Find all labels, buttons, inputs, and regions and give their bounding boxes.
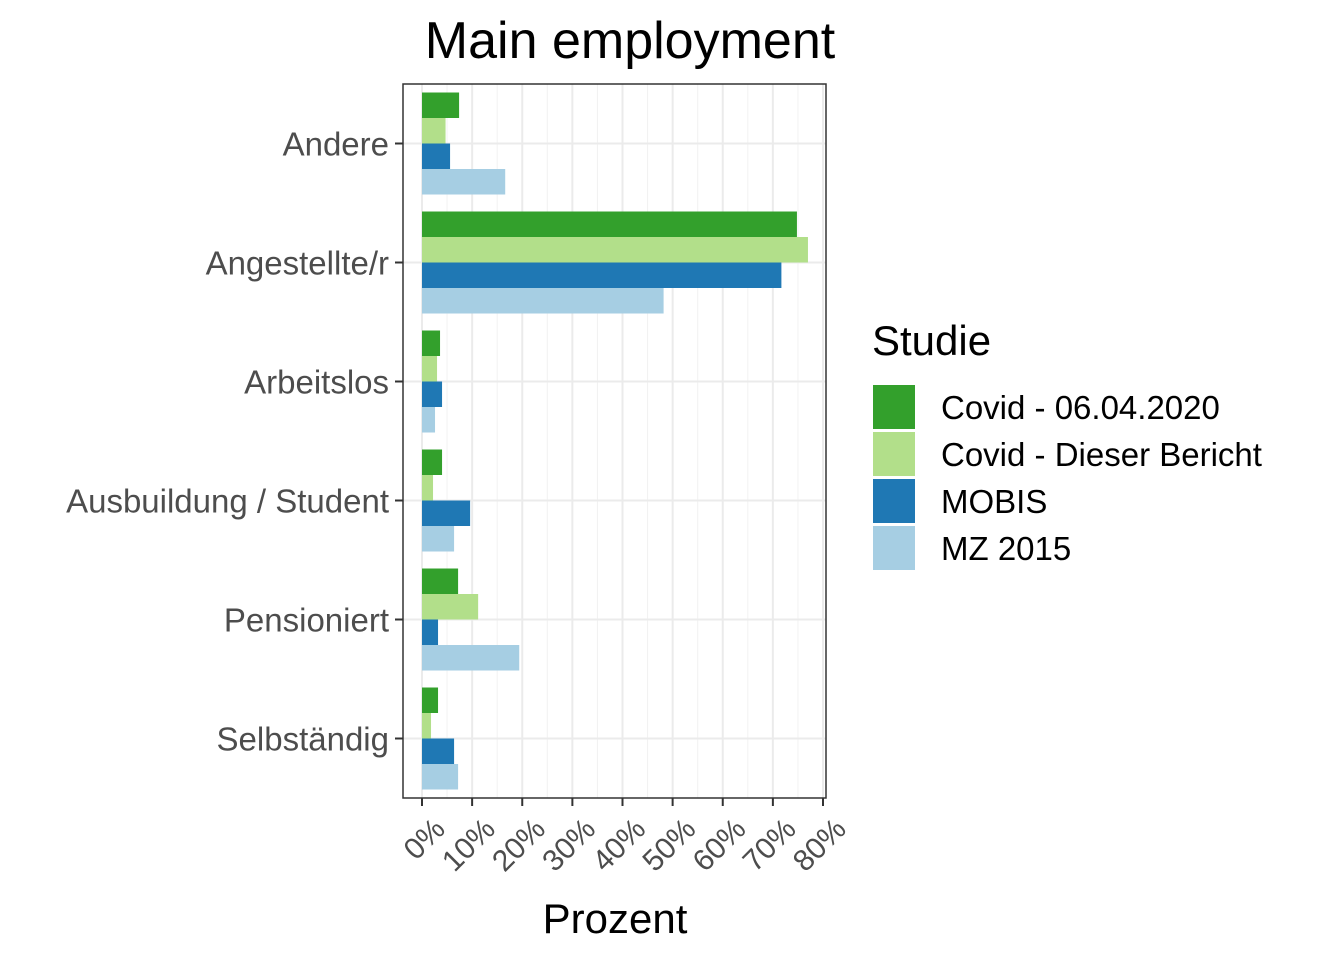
bar-selbst-ndig-mobis	[422, 738, 455, 764]
bar-andere-mobis	[422, 143, 451, 169]
legend-key-mz-2015	[873, 526, 915, 570]
chart-title: Main employment	[425, 12, 836, 70]
bar-ausbuildung-student-covid-dieser-bericht	[422, 475, 434, 501]
legend-label: Covid - 06.04.2020	[941, 389, 1220, 426]
x-tick-label: 60%	[687, 812, 753, 878]
bar-pensioniert-mz-2015	[422, 645, 520, 671]
y-tick-label: Selbständig	[217, 721, 389, 758]
y-tick-label: Angestellte/r	[206, 245, 389, 282]
bar-angestellte-r-mobis	[422, 262, 782, 288]
y-tick-label: Arbeitslos	[244, 364, 389, 401]
y-tick-label: Pensioniert	[224, 602, 389, 639]
bar-angestellte-r-covid-06-04-2020	[422, 211, 797, 237]
panel-border	[402, 83, 827, 799]
legend-label: Covid - Dieser Bericht	[941, 436, 1262, 473]
bar-pensioniert-covid-dieser-bericht	[422, 594, 479, 620]
legend-label: MOBIS	[941, 483, 1047, 520]
bar-arbeitslos-covid-dieser-bericht	[422, 356, 438, 382]
bar-pensioniert-covid-06-04-2020	[422, 568, 459, 594]
x-tick-label: 20%	[486, 812, 552, 878]
x-tick-label: 10%	[436, 812, 502, 878]
y-axis: Andere Angestellte/r Arbeitslos Ausbuildung…	[66, 126, 403, 758]
bar-andere-covid-06-04-2020	[422, 92, 460, 118]
legend-key-mobis	[873, 479, 915, 523]
bar-andere-covid-dieser-bericht	[422, 118, 446, 144]
x-axis: 0%10%20%30%40%50%60%70%80%	[398, 798, 853, 878]
x-tick-label: 30%	[536, 812, 602, 878]
bar-pensioniert-mobis	[422, 619, 439, 645]
legend-key-covid-dieser-bericht	[873, 432, 915, 476]
bar-andere-mz-2015	[422, 169, 506, 195]
plot-panel	[402, 83, 827, 799]
bar-angestellte-r-covid-dieser-bericht	[422, 237, 808, 263]
bar-arbeitslos-covid-06-04-2020	[422, 330, 441, 356]
bar-selbst-ndig-covid-dieser-bericht	[422, 713, 432, 739]
bar-selbst-ndig-covid-06-04-2020	[422, 687, 439, 713]
x-axis-label: Prozent	[543, 895, 688, 942]
bar-selbst-ndig-mz-2015	[422, 764, 459, 790]
bar-ausbuildung-student-mz-2015	[422, 526, 455, 552]
x-tick-label: 70%	[737, 812, 803, 878]
panel-background	[403, 84, 826, 798]
legend-title: Studie	[872, 317, 991, 364]
x-tick-label: 50%	[636, 812, 702, 878]
bar-arbeitslos-mz-2015	[422, 407, 436, 433]
bar-ausbuildung-student-mobis	[422, 500, 471, 526]
legend-label: MZ 2015	[941, 530, 1071, 567]
y-tick-label: Ausbuildung / Student	[66, 483, 389, 520]
bar-arbeitslos-mobis	[422, 381, 443, 407]
legend-key-covid-06-04-2020	[873, 385, 915, 429]
legend: Studie Covid - 06.04.2020 Covid - Dieser …	[872, 317, 1262, 570]
y-tick-label: Andere	[283, 126, 389, 163]
bar-ausbuildung-student-covid-06-04-2020	[422, 449, 443, 475]
bar-angestellte-r-mz-2015	[422, 288, 664, 314]
x-tick-label: 40%	[586, 812, 652, 878]
x-tick-label: 80%	[787, 812, 853, 878]
